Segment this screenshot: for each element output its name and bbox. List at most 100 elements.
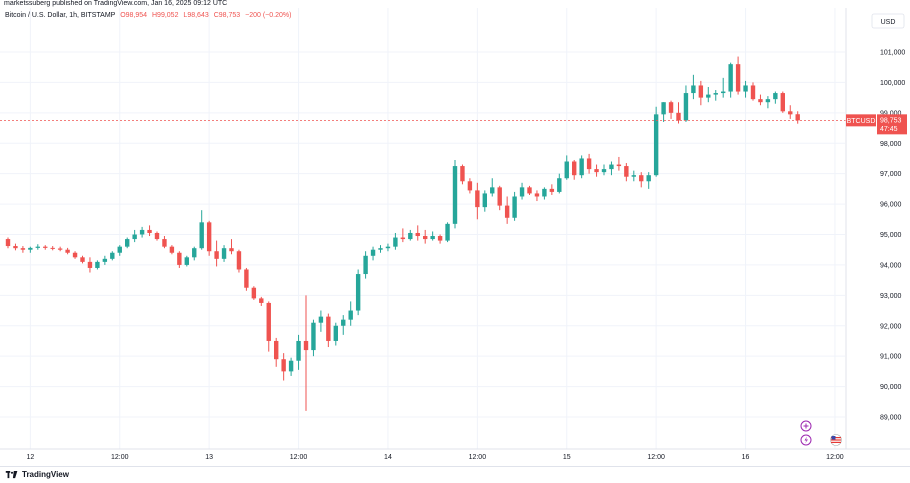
candle [244, 267, 249, 291]
x-tick-label: 12:00 [290, 454, 308, 461]
candle [348, 301, 353, 326]
candle-body [378, 248, 383, 250]
legend-change: −200 (−0.20%) [245, 12, 291, 19]
us-flag-event-icon[interactable] [830, 434, 842, 446]
tradingview-logo[interactable]: TradingView [5, 470, 69, 479]
candle-body [318, 316, 324, 323]
candle-body [244, 269, 249, 288]
x-tick-label: 16 [742, 454, 750, 461]
candle [601, 164, 607, 176]
candle-body [102, 258, 108, 262]
candle [676, 102, 681, 124]
candle [236, 249, 242, 273]
candle [65, 247, 70, 255]
candle [296, 334, 301, 370]
candle [639, 172, 644, 188]
candle-body [400, 237, 406, 240]
candle [572, 159, 577, 180]
candle-body [423, 236, 428, 240]
x-tick-label: 12 [26, 454, 34, 461]
legend: Bitcoin / U.S. Dollar, 1h, BITSTAMP O98,… [5, 12, 291, 19]
legend-low: L98,643 [183, 12, 208, 19]
candle [780, 91, 785, 113]
y-tick-label: 91,000 [880, 354, 902, 361]
candle-body [288, 360, 294, 372]
candle [423, 229, 428, 244]
price-axis[interactable]: 89,000 90,000 91,000 92,000 93,000 94,000 95,0… [845, 8, 905, 449]
currency-button[interactable]: USD [871, 13, 905, 29]
candle-body [504, 205, 510, 218]
candle [519, 182, 525, 200]
candle-body [117, 246, 122, 253]
candle-body [579, 158, 584, 176]
x-tick-label: 12:00 [469, 454, 487, 461]
candle-body [341, 319, 346, 326]
candle-body [601, 169, 607, 173]
candle [408, 229, 413, 241]
candle [5, 237, 11, 249]
candle [80, 255, 85, 264]
candle-body [13, 246, 18, 249]
candle [706, 86, 711, 103]
candle [214, 240, 219, 267]
candle-body [676, 112, 681, 121]
candle-body [430, 236, 435, 240]
candle [251, 286, 257, 300]
candle-body [653, 114, 659, 176]
candle [259, 296, 264, 306]
candle-body [475, 190, 480, 208]
candle-body [683, 93, 689, 121]
candle [437, 234, 443, 244]
candle-body [296, 340, 301, 361]
candle-body [80, 257, 85, 262]
candle-body [482, 193, 487, 208]
candle-body [706, 94, 711, 98]
candle-body [184, 257, 189, 265]
candle-body [519, 187, 525, 197]
candle [467, 178, 473, 194]
candle-body [333, 325, 338, 341]
candle-body [266, 302, 271, 341]
x-tick-label: 12:00 [647, 454, 665, 461]
candle [721, 77, 726, 98]
lightning-event-icon[interactable] [800, 434, 812, 446]
currency-label[interactable]: USD [881, 19, 896, 26]
candle [303, 295, 309, 411]
candle-body [281, 359, 286, 372]
candle [691, 74, 696, 100]
candle-body [564, 161, 569, 179]
x-tick-label: 15 [563, 454, 571, 461]
candle-body [221, 248, 227, 259]
candle-body [303, 340, 309, 351]
candle-body [661, 102, 666, 115]
candle [430, 231, 435, 241]
candle-body [639, 175, 644, 182]
candle [57, 246, 63, 252]
candle-body [452, 166, 458, 224]
candle-body [743, 85, 748, 92]
candle [579, 155, 584, 179]
candle-body [393, 237, 398, 247]
candle-body [631, 175, 636, 177]
y-tick-label: 100,000 [880, 80, 905, 87]
candlestick-chart[interactable]: 89,000 90,000 91,000 92,000 93,000 94,000 95,0… [0, 8, 910, 466]
candle-body [311, 322, 316, 351]
candle-body [35, 246, 40, 248]
candle [229, 239, 234, 255]
add-event-icon[interactable] [800, 420, 812, 432]
candle [274, 337, 279, 367]
candle-body [355, 274, 361, 311]
candle-body [147, 229, 152, 233]
candle [266, 301, 271, 352]
time-axis[interactable]: 12 12:00 13 12:00 14 12:00 15 12:00 16 12:00 [0, 448, 910, 461]
candle-body [408, 232, 413, 240]
candle-body [415, 232, 420, 237]
candle [445, 222, 450, 243]
candle-body [177, 252, 182, 265]
candle-body [236, 251, 242, 270]
legend-close: C98,753 [214, 12, 241, 19]
candle [542, 187, 547, 200]
candle-body [72, 252, 78, 258]
candle-body [169, 246, 175, 253]
candle [512, 191, 517, 221]
